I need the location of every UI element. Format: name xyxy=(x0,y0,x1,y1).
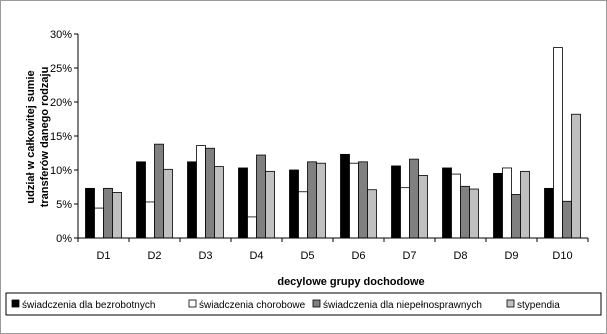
bar xyxy=(112,192,122,239)
bar xyxy=(136,161,146,239)
y-tick-label: 15% xyxy=(50,131,72,143)
legend-label: świadczenia dla bezrobotnych xyxy=(22,300,155,311)
bar xyxy=(94,207,104,239)
bar xyxy=(247,216,257,239)
bar xyxy=(367,189,377,239)
bar xyxy=(451,173,461,239)
legend-item: świadczenia dla bezrobotnych xyxy=(11,299,155,311)
bar xyxy=(340,153,350,239)
x-axis-ticks: D1 D2 D3 D4 D5 D6 D7 D8 D9 D10 xyxy=(77,238,589,262)
bar xyxy=(145,201,155,239)
x-axis-title: decylowe grupy dochodowe xyxy=(277,276,424,288)
bar xyxy=(103,187,113,239)
x-tick-label: D10 xyxy=(552,250,572,262)
bar xyxy=(298,191,308,239)
bar xyxy=(214,166,224,239)
legend-label: świadczenia chorobowe xyxy=(199,300,306,311)
bar xyxy=(196,145,206,239)
legend-swatch xyxy=(188,299,197,308)
bar xyxy=(571,113,581,239)
bar xyxy=(400,187,410,239)
bar xyxy=(460,185,470,239)
bar xyxy=(502,167,512,239)
bar xyxy=(187,161,197,239)
x-tick-label: D8 xyxy=(453,250,467,262)
y-tick-label: 30% xyxy=(50,29,72,41)
bar xyxy=(391,165,401,239)
y-tick-label: 0% xyxy=(56,233,72,245)
bar xyxy=(256,154,266,239)
bar xyxy=(307,161,317,239)
y-tick-label: 10% xyxy=(50,165,72,177)
x-tick-label: D7 xyxy=(402,250,416,262)
y-axis-title-line-2: transferów danego rodzaju xyxy=(39,67,51,208)
bar xyxy=(289,169,299,239)
bar xyxy=(163,168,173,239)
bar xyxy=(85,187,95,239)
x-tick-label: D3 xyxy=(198,250,212,262)
y-axis-title: udział w całkowitej sumie transferów dan… xyxy=(25,67,51,208)
bar xyxy=(358,161,368,239)
y-tick-label: 20% xyxy=(50,97,72,109)
bar xyxy=(511,194,521,239)
x-tick-label: D2 xyxy=(147,250,161,262)
bar xyxy=(469,188,479,239)
bar xyxy=(316,162,326,239)
y-tick-label: 25% xyxy=(50,63,72,75)
legend: świadczenia dla bezrobotnych świadczenia … xyxy=(5,292,602,316)
x-tick-label: D6 xyxy=(351,250,365,262)
bar xyxy=(520,170,530,239)
x-tick-label: D9 xyxy=(504,250,518,262)
legend-swatch xyxy=(506,299,515,308)
x-tick-label: D1 xyxy=(96,250,110,262)
legend-item: stypendia xyxy=(506,299,560,311)
bar xyxy=(265,170,275,239)
bar xyxy=(238,167,248,239)
y-axis-ticks: 0% 5% 10% 15% 20% 25% 30% xyxy=(50,29,78,245)
bar xyxy=(442,167,452,239)
legend-label: stypendia xyxy=(517,300,560,311)
x-tick-label: D5 xyxy=(300,250,314,262)
bar xyxy=(349,162,359,239)
legend-swatch xyxy=(11,299,20,308)
legend-item: świadczenia dla niepełnosprawnych xyxy=(312,299,482,311)
legend-box xyxy=(5,292,602,316)
legend-label: świadczenia dla niepełnosprawnych xyxy=(323,300,482,311)
y-axis-title-line-1: udział w całkowitej sumie xyxy=(25,70,37,203)
legend-swatch xyxy=(312,299,321,308)
bar xyxy=(409,158,419,239)
bar-series-group xyxy=(85,47,581,239)
bar xyxy=(493,172,503,239)
bar xyxy=(553,47,563,239)
bar xyxy=(154,143,164,239)
x-tick-label: D4 xyxy=(249,250,263,262)
legend-item: świadczenia chorobowe xyxy=(188,299,306,311)
bar xyxy=(544,187,554,239)
bar xyxy=(562,200,572,239)
bar xyxy=(418,175,428,239)
y-tick-label: 5% xyxy=(56,199,72,211)
bar xyxy=(205,147,215,239)
